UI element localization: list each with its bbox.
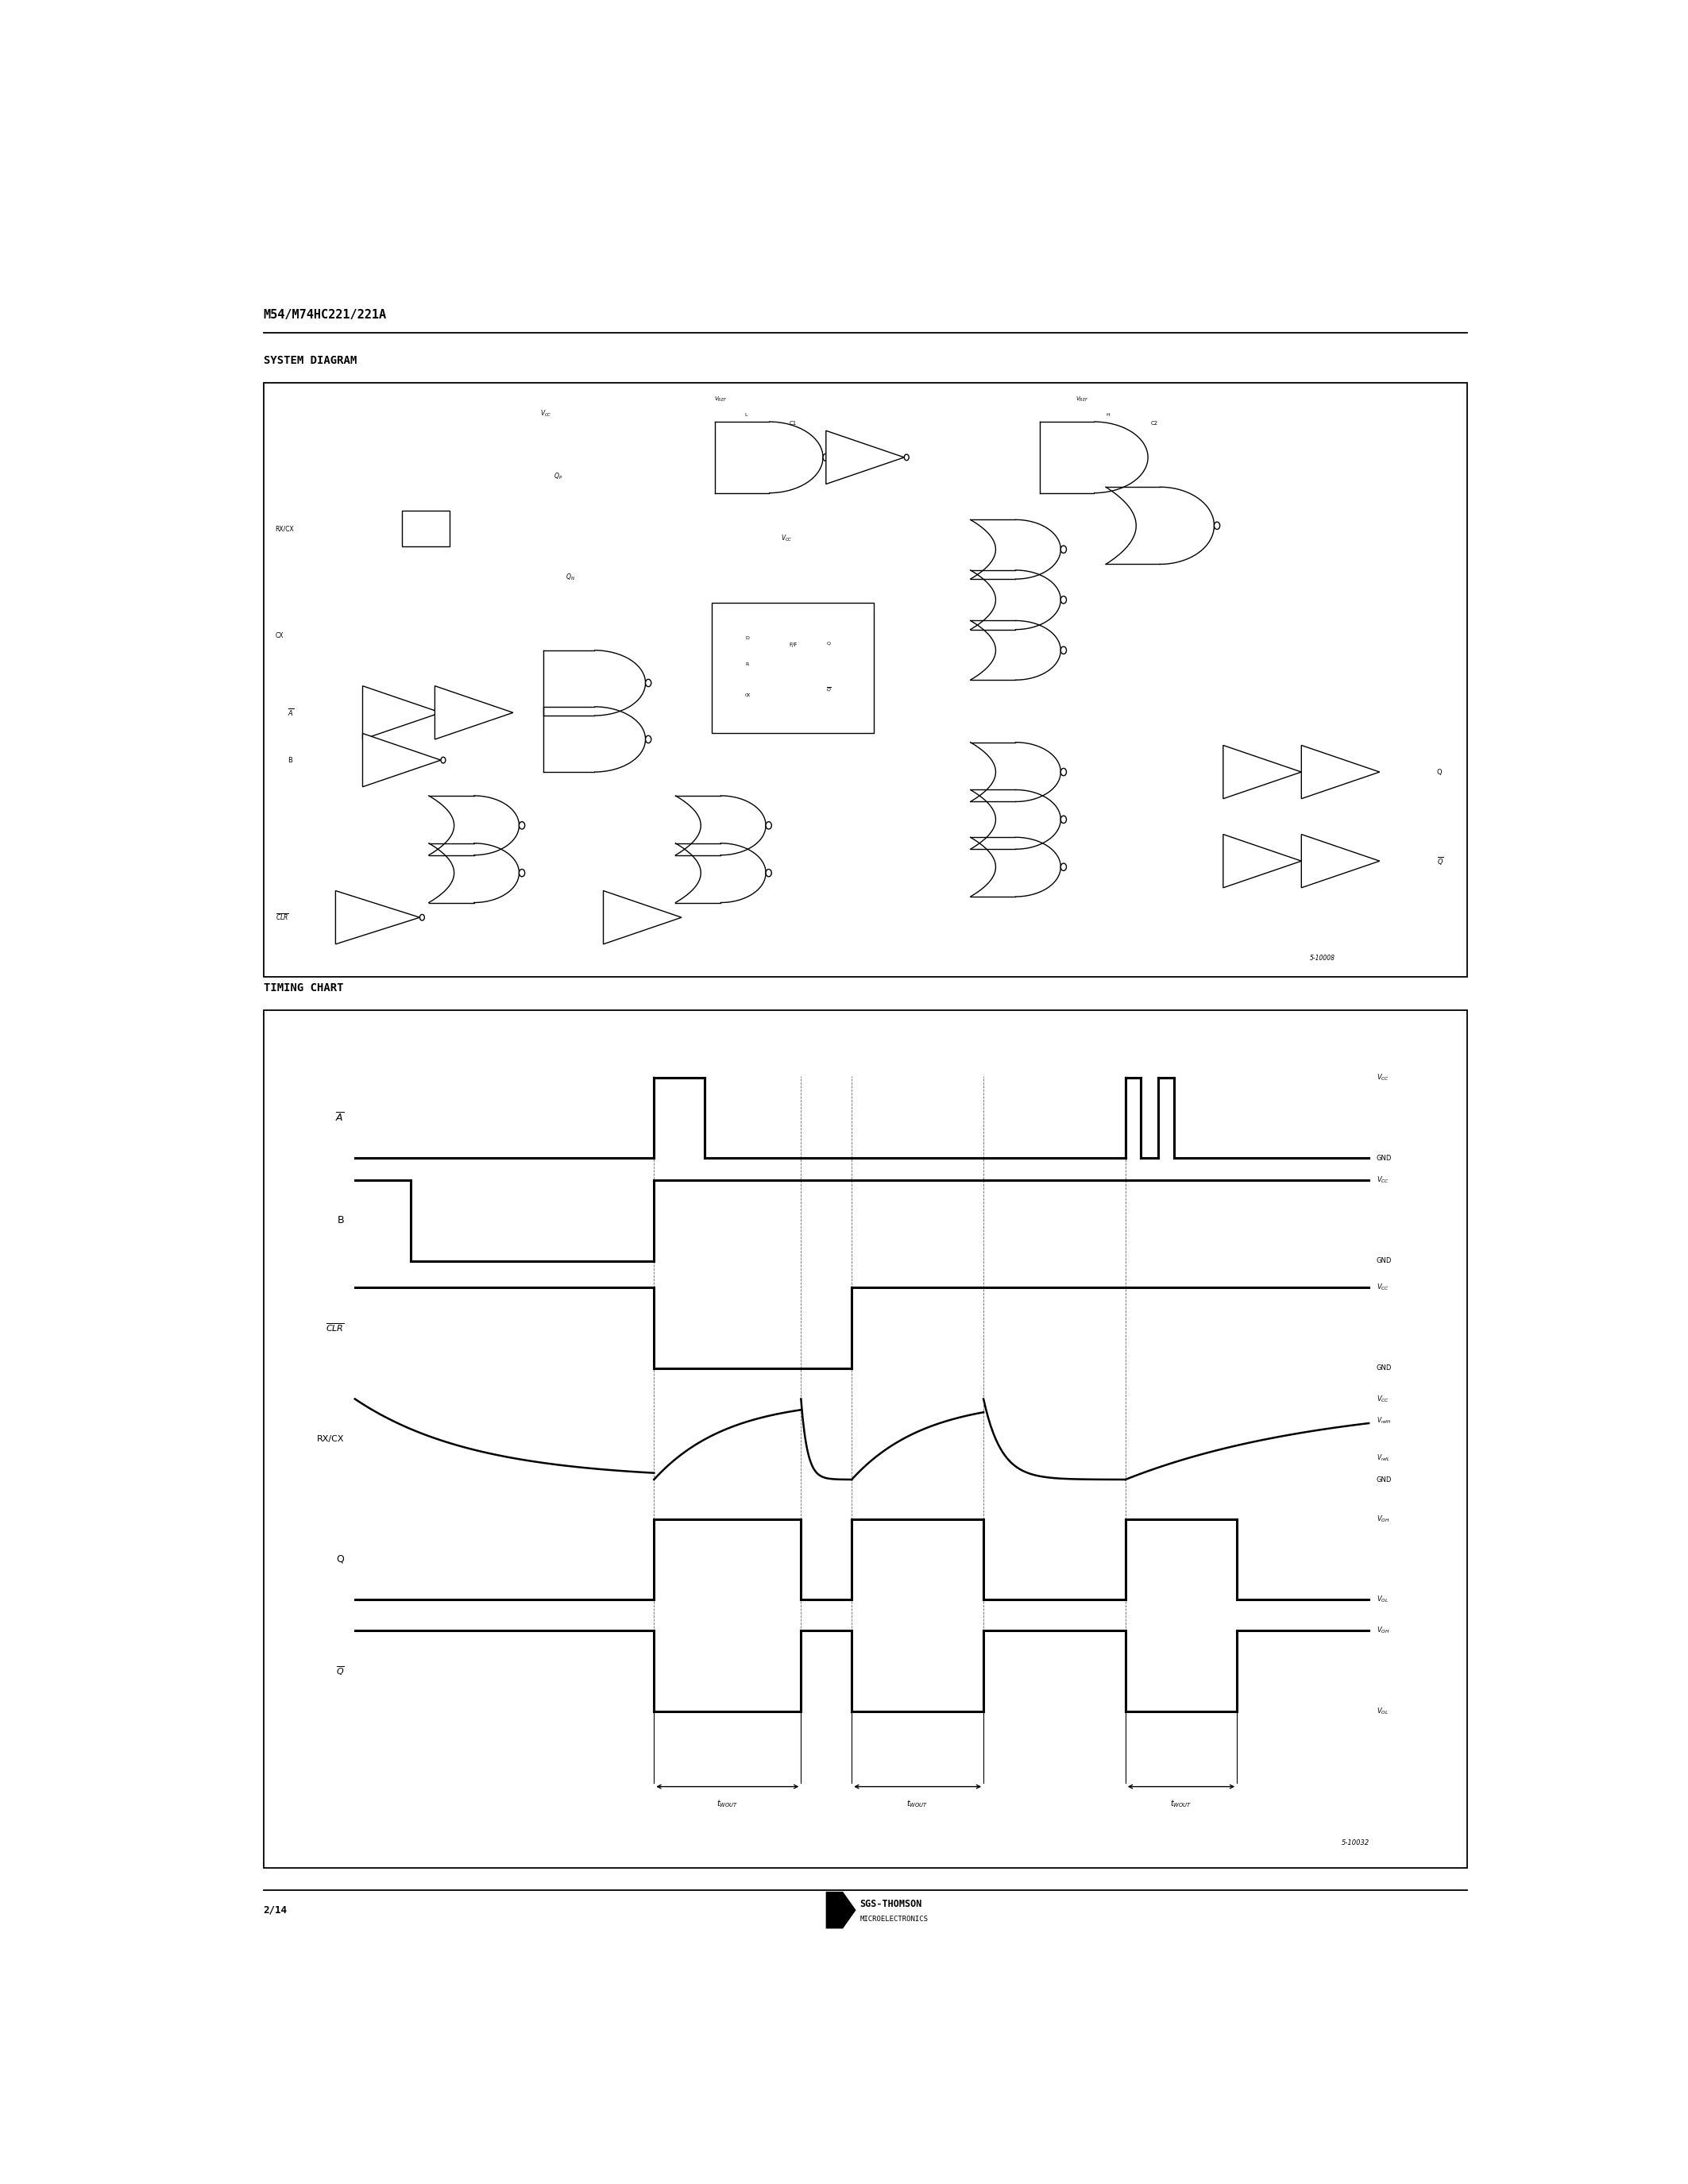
Text: F/F: F/F	[788, 642, 797, 646]
Text: GND: GND	[1377, 1476, 1393, 1483]
Circle shape	[645, 736, 652, 743]
Bar	[263, 1011, 1467, 1867]
Bar	[263, 382, 1467, 976]
Text: R: R	[746, 662, 749, 666]
Circle shape	[1060, 546, 1067, 553]
Text: CK: CK	[744, 695, 749, 697]
Circle shape	[766, 821, 771, 830]
Text: $Q_P$: $Q_P$	[554, 472, 562, 480]
Text: $\overline{Q}$: $\overline{Q}$	[1436, 856, 1443, 867]
Polygon shape	[363, 734, 441, 786]
Text: TIMING CHART: TIMING CHART	[263, 983, 343, 994]
Text: $V_{OH}$: $V_{OH}$	[1377, 1514, 1389, 1524]
Text: $\overline{CLR}$: $\overline{CLR}$	[275, 913, 289, 922]
Text: B: B	[287, 756, 292, 764]
Text: C2: C2	[1150, 422, 1158, 426]
Text: $V_{CC}$: $V_{CC}$	[1377, 1282, 1389, 1293]
Circle shape	[520, 869, 525, 876]
Text: $\overline{Q}$: $\overline{Q}$	[825, 686, 832, 695]
Text: L: L	[744, 413, 748, 417]
Text: RX/CX: RX/CX	[275, 524, 294, 533]
Text: SYSTEM DIAGRAM: SYSTEM DIAGRAM	[263, 356, 356, 367]
Text: RX/CX: RX/CX	[317, 1435, 344, 1444]
Circle shape	[1214, 522, 1220, 529]
Circle shape	[520, 821, 525, 830]
Text: $V_{REF}$: $V_{REF}$	[714, 395, 728, 404]
Circle shape	[441, 758, 446, 762]
Text: M54/M74HC221/221A: M54/M74HC221/221A	[263, 308, 387, 321]
Bar	[712, 603, 874, 734]
Circle shape	[645, 679, 652, 686]
Polygon shape	[436, 686, 513, 740]
Text: D: D	[746, 636, 749, 640]
Circle shape	[905, 454, 908, 461]
Text: $V_{CC}$: $V_{CC}$	[782, 533, 793, 544]
Circle shape	[420, 915, 424, 919]
Text: $Q_N$: $Q_N$	[565, 572, 576, 581]
Text: $V_{CC}$: $V_{CC}$	[1377, 1393, 1389, 1404]
Text: $t_{WOUT}$: $t_{WOUT}$	[717, 1797, 738, 1808]
Text: SGS-THOMSON: SGS-THOMSON	[859, 1900, 922, 1909]
Text: Q: Q	[1436, 769, 1442, 775]
Polygon shape	[1301, 834, 1379, 887]
Bar	[402, 511, 451, 546]
Text: $V_{OH}$: $V_{OH}$	[1377, 1625, 1389, 1636]
Polygon shape	[336, 891, 420, 943]
Text: $V_{CC}$: $V_{CC}$	[1377, 1175, 1389, 1186]
Text: $V_{CC}$: $V_{CC}$	[1377, 1072, 1389, 1083]
Circle shape	[1060, 769, 1067, 775]
Text: 2/14: 2/14	[263, 1904, 287, 1915]
Polygon shape	[1301, 745, 1379, 799]
Text: GND: GND	[1377, 1258, 1393, 1265]
Text: $V_{REF}$: $V_{REF}$	[1075, 395, 1089, 404]
Text: B: B	[338, 1214, 344, 1225]
Text: $\overline{Q}$: $\overline{Q}$	[336, 1664, 344, 1677]
Text: $V_{OL}$: $V_{OL}$	[1377, 1594, 1389, 1605]
Text: GND: GND	[1377, 1155, 1393, 1162]
Text: CX: CX	[275, 631, 284, 640]
Text: $V_{ref L}$: $V_{ref L}$	[1377, 1452, 1391, 1463]
Text: $\overline{A}$: $\overline{A}$	[287, 708, 294, 719]
Circle shape	[1060, 646, 1067, 653]
Text: 5-10008: 5-10008	[1310, 954, 1335, 961]
Circle shape	[441, 710, 446, 716]
Text: GND: GND	[1377, 1365, 1393, 1372]
Circle shape	[824, 454, 829, 461]
Polygon shape	[1224, 834, 1301, 887]
Text: MICROELECTRONICS: MICROELECTRONICS	[859, 1915, 928, 1922]
Text: $\overline{CLR}$: $\overline{CLR}$	[326, 1321, 344, 1334]
Text: $V_{OL}$: $V_{OL}$	[1377, 1706, 1389, 1717]
Circle shape	[1060, 863, 1067, 871]
Text: H: H	[1106, 413, 1109, 417]
Text: 5-10032: 5-10032	[1342, 1839, 1369, 1848]
Polygon shape	[825, 430, 905, 485]
Text: Q: Q	[336, 1555, 344, 1564]
Text: $V_{ref H}$: $V_{ref H}$	[1377, 1415, 1391, 1426]
Text: Q: Q	[827, 642, 830, 646]
Polygon shape	[363, 686, 441, 740]
Circle shape	[1060, 596, 1067, 603]
Text: $\overline{A}$: $\overline{A}$	[336, 1112, 344, 1125]
Polygon shape	[1224, 745, 1301, 799]
Circle shape	[766, 869, 771, 876]
Text: $V_{CC}$: $V_{CC}$	[540, 408, 552, 419]
Circle shape	[1060, 817, 1067, 823]
Polygon shape	[603, 891, 682, 943]
Text: C1: C1	[790, 422, 797, 426]
Text: $t_{WOUT}$: $t_{WOUT}$	[906, 1797, 928, 1808]
Text: $t_{WOUT}$: $t_{WOUT}$	[1170, 1797, 1192, 1808]
Polygon shape	[825, 1891, 856, 1928]
